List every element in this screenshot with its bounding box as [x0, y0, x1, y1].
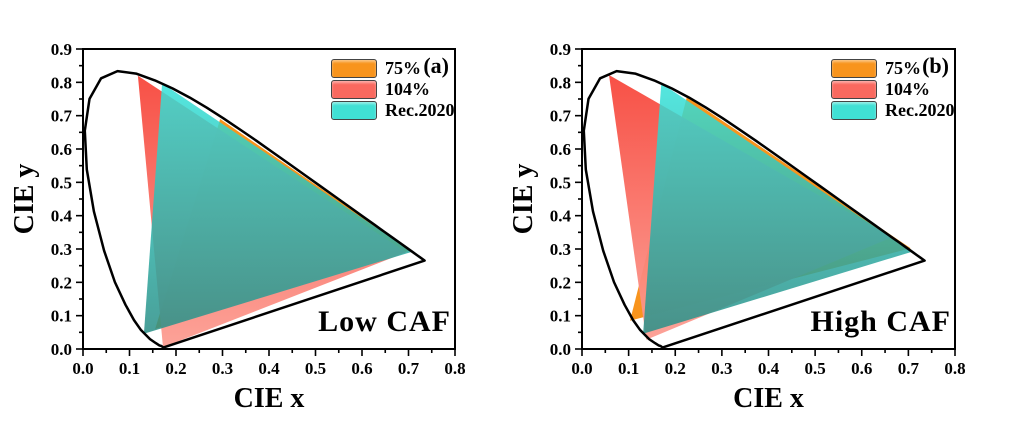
- x-axis-title: CIE x: [733, 383, 804, 414]
- y-tick-label: 0.6: [51, 140, 72, 159]
- y-tick-label: 0.2: [51, 273, 72, 292]
- legend-row-104: 104%: [831, 79, 954, 99]
- x-tick-label: 0.2: [665, 359, 686, 378]
- y-tick-label: 0.3: [51, 240, 72, 259]
- y-tick-label: 0.4: [550, 207, 572, 226]
- y-tick-label: 0.1: [550, 307, 571, 326]
- x-tick-label: 0.2: [165, 359, 186, 378]
- spectral-locus: [83, 69, 426, 349]
- y-tick-label: 0.1: [51, 307, 72, 326]
- legend-label-75: 75%: [385, 58, 421, 78]
- x-tick-label: 0.1: [119, 359, 140, 378]
- x-tick-label: 0.8: [944, 359, 965, 378]
- y-tick-label: 0.6: [550, 140, 571, 159]
- condition-label-low-caf: Low CAF: [318, 305, 451, 338]
- legend-swatch-rec2020: [331, 100, 377, 120]
- x-tick-label: 0.3: [711, 359, 732, 378]
- x-tick-label: 0.8: [444, 359, 465, 378]
- y-tick-label: 0.9: [550, 40, 571, 59]
- y-tick-label: 0.8: [51, 73, 72, 92]
- x-tick-label: 0.1: [618, 359, 639, 378]
- panel-letter-b: (b): [922, 53, 949, 78]
- panel-a: 0.0 0.1 0.2 0.3 0.4 0.5 0.6 0.7 0.8 0.0 0.1 0.2 0.3 0…: [0, 0, 507, 433]
- y-tick-label: 0.5: [51, 173, 72, 192]
- x-tick-label: 0.7: [898, 359, 920, 378]
- legend-label-rec2020: Rec.2020: [885, 100, 955, 120]
- panel-b: 0.0 0.1 0.2 0.3 0.4 0.5 0.6 0.7 0.8 0.0 0.1 0.2 0.3 0…: [507, 0, 1015, 433]
- x-tick-label: 0.3: [212, 359, 233, 378]
- y-tick-label: 0.2: [550, 273, 571, 292]
- legend-label-rec2020: Rec.2020: [385, 100, 455, 120]
- legend-row-104: 104%: [331, 79, 454, 99]
- y-tick-label: 0.7: [51, 107, 73, 126]
- legend-row-rec2020: Rec.2020: [831, 100, 954, 120]
- legend-b: 75% 104% Rec.2020: [831, 58, 954, 120]
- cie-diagram-a: 0.0 0.1 0.2 0.3 0.4 0.5 0.6 0.7 0.80.00.10.20.30…: [9, 40, 466, 414]
- y-tick-label: 0.8: [550, 73, 571, 92]
- y-tick-label: 0.9: [51, 40, 72, 59]
- y-tick-label: 0.3: [550, 240, 571, 259]
- y-axis-title: CIE y: [9, 164, 40, 235]
- x-axis-ticks: 0.0 0.1 0.2 0.3 0.4 0.5 0.6 0.7 0.8: [72, 349, 466, 378]
- gamut-rec2020-polygon: [143, 83, 413, 334]
- y-axis-title: CIE y: [508, 164, 539, 235]
- x-tick-label: 0.4: [758, 359, 780, 378]
- legend-swatch-104: [831, 79, 877, 99]
- legend-row-75: 75%: [331, 58, 454, 78]
- legend-label-104: 104%: [385, 79, 430, 99]
- x-axis-title: CIE x: [234, 383, 305, 414]
- legend-swatch-75: [331, 58, 377, 78]
- x-tick-label: 0.6: [351, 359, 372, 378]
- y-tick-label: 0.0: [51, 340, 72, 359]
- legend-swatch-rec2020: [831, 100, 877, 120]
- legend-label-75: 75%: [885, 58, 921, 78]
- gamut-rec2020-polygon: [643, 83, 913, 334]
- y-tick-label: 0.5: [550, 173, 571, 192]
- y-axis-ticks: 0.0 0.1 0.2 0.3 0.4 0.5 0.6 0.7 0.8 0.9: [550, 40, 582, 359]
- legend-a: 75% 104% Rec.2020: [331, 58, 454, 120]
- x-tick-label: 0.5: [305, 359, 326, 378]
- x-tick-label: 0.4: [258, 359, 280, 378]
- x-axis-ticks: 0.0 0.1 0.2 0.3 0.4 0.5 0.6 0.7 0.8: [571, 349, 966, 378]
- y-tick-label: 0.7: [550, 107, 572, 126]
- x-tick-label: 0.5: [805, 359, 826, 378]
- y-axis-ticks: 0.0 0.1 0.2 0.3 0.4 0.5 0.6 0.7 0.8 0.9: [51, 40, 83, 359]
- y-tick-label: 0.0: [550, 340, 571, 359]
- condition-label-high-caf: High CAF: [810, 305, 951, 338]
- legend-label-104: 104%: [885, 79, 930, 99]
- x-tick-label: 0.6: [851, 359, 872, 378]
- legend-swatch-75: [831, 58, 877, 78]
- legend-row-rec2020: Rec.2020: [331, 100, 454, 120]
- y-tick-label: 0.4: [51, 207, 73, 226]
- panel-letter-a: (a): [423, 53, 449, 78]
- cie-diagram-b: 0.0 0.1 0.2 0.3 0.4 0.5 0.6 0.7 0.80.00.10.20.30…: [508, 40, 966, 414]
- legend-swatch-104: [331, 79, 377, 99]
- legend-row-75: 75%: [831, 58, 954, 78]
- x-tick-label: 0.0: [571, 359, 592, 378]
- x-tick-label: 0.0: [72, 359, 93, 378]
- x-tick-label: 0.7: [398, 359, 420, 378]
- spectral-locus: [582, 69, 926, 349]
